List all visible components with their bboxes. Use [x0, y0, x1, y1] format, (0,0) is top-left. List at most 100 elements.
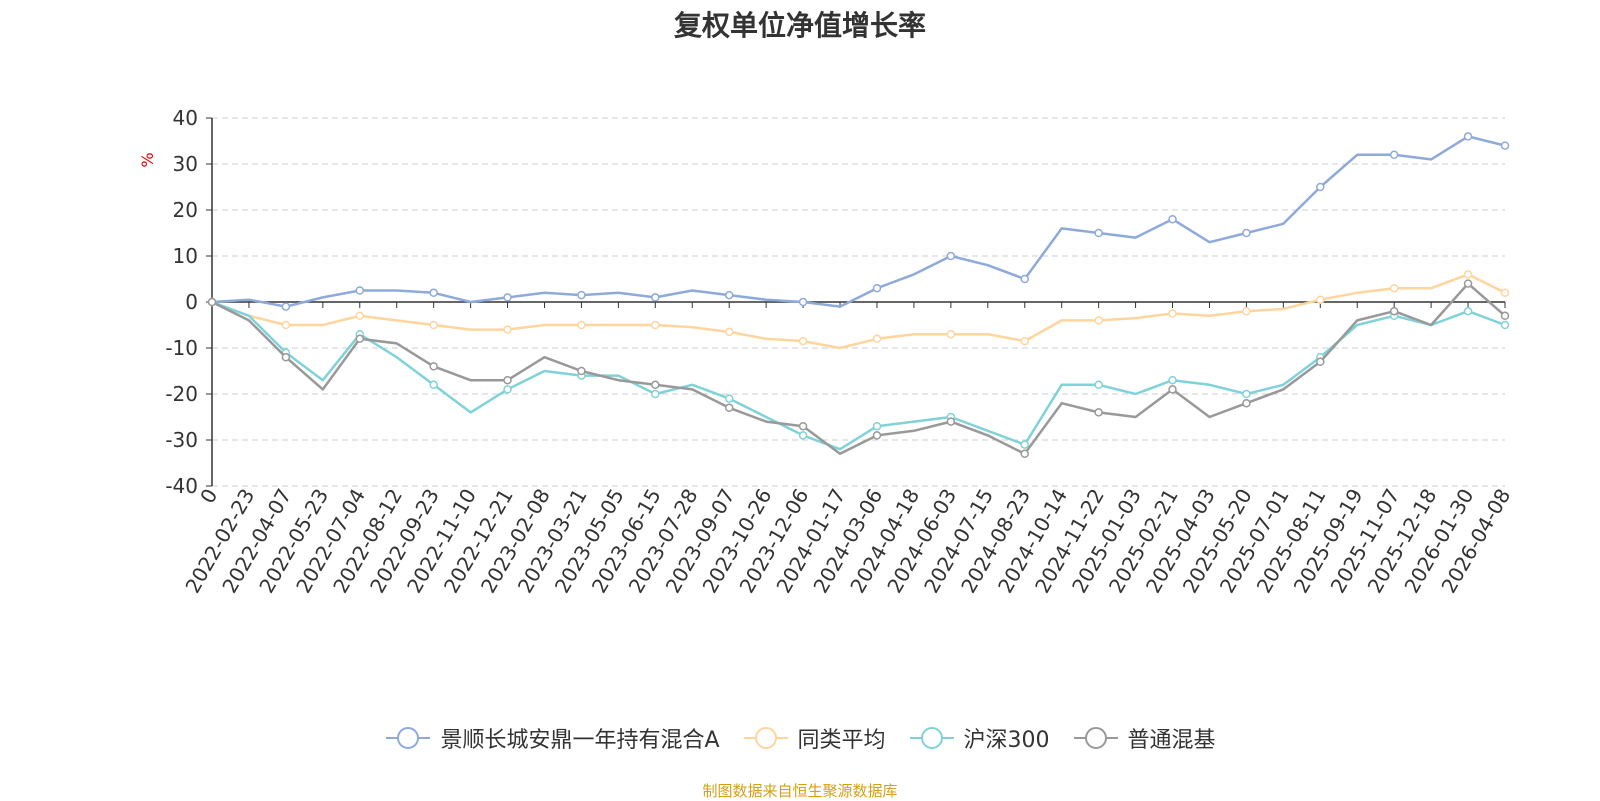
series-point	[355, 311, 365, 321]
series-point	[503, 293, 512, 302]
legend-swatch	[1073, 727, 1118, 749]
series-point	[1316, 357, 1325, 367]
y-axis-label: %	[138, 152, 157, 167]
legend-swatch	[743, 727, 788, 749]
grid-layer	[212, 117, 1505, 487]
series-point	[1389, 283, 1399, 293]
series-point	[651, 320, 660, 330]
series-point	[872, 334, 882, 344]
series-point	[503, 375, 512, 385]
series-point	[1168, 385, 1177, 394]
series-point	[798, 336, 808, 346]
series-point	[1020, 440, 1029, 449]
series-point	[281, 302, 291, 311]
series-point	[798, 421, 808, 431]
series-point	[798, 297, 808, 307]
series-point	[355, 286, 365, 295]
series-point	[724, 327, 734, 337]
series-point	[429, 320, 438, 330]
series-point	[1500, 141, 1510, 150]
legend-label: 同类平均	[797, 728, 886, 753]
legend-item-3[interactable]: 普通混基	[1072, 722, 1216, 754]
series-point	[1316, 295, 1325, 304]
series-point	[1463, 306, 1473, 316]
axis-layer: -40-30-20-1001020304002022-02-232022-04-…	[165, 106, 1515, 597]
series-point	[281, 352, 291, 362]
x-tick-label: 0	[195, 485, 222, 508]
legend-swatch	[386, 727, 431, 749]
legend-item-0[interactable]: 景顺长城安鼎一年持有混合A	[384, 722, 720, 754]
legend-label: 景顺长城安鼎一年持有混合A	[440, 728, 720, 753]
series-point	[1463, 279, 1473, 288]
series-point	[872, 283, 882, 293]
series-point	[429, 288, 438, 298]
legend-label: 普通混基	[1127, 728, 1216, 753]
series-point	[1389, 150, 1399, 160]
series-line-0	[211, 135, 1506, 308]
legend-label: 沪深300	[963, 728, 1050, 753]
series-point	[1168, 214, 1177, 224]
series-point	[577, 320, 586, 330]
series-line-2	[211, 300, 1506, 451]
series-point	[651, 389, 660, 399]
y-tick-label: -40	[165, 474, 198, 498]
series-point	[1020, 336, 1029, 346]
series-point	[503, 325, 512, 334]
series-point	[724, 394, 734, 403]
legend: 景顺长城安鼎一年持有混合A 同类平均 沪深300 普通混基	[0, 722, 1600, 754]
series-point	[1500, 311, 1510, 321]
series-point	[1094, 408, 1103, 417]
series-point	[651, 380, 660, 390]
series-point	[1242, 389, 1251, 399]
series-point	[429, 380, 438, 390]
legend-item-1[interactable]: 同类平均	[742, 722, 886, 754]
source-note: 制图数据来自恒生聚源数据库	[702, 782, 898, 800]
series-point	[503, 385, 512, 394]
chart-title: 复权单位净值增长率	[673, 9, 926, 42]
series-line-3	[211, 282, 1506, 456]
series-point	[577, 290, 586, 300]
y-tick-label: -20	[165, 382, 198, 406]
y-tick-label: 20	[173, 198, 198, 222]
legend-swatch	[909, 727, 954, 749]
series-point	[724, 403, 734, 413]
series-point	[1168, 375, 1177, 385]
series-point	[207, 297, 217, 307]
series-point	[798, 431, 808, 440]
series-point	[1242, 306, 1251, 316]
series-point	[1389, 306, 1399, 316]
series-point	[1168, 309, 1177, 318]
series-point	[1094, 316, 1103, 325]
y-tick-label: 0	[185, 290, 198, 314]
series-point	[1020, 449, 1029, 459]
series-point	[1242, 398, 1251, 408]
series-point	[946, 251, 956, 261]
series-point	[1500, 320, 1510, 330]
series-point	[724, 290, 734, 300]
series-line-1	[211, 273, 1506, 350]
series-point	[1094, 380, 1103, 390]
series-point	[1020, 274, 1029, 284]
series-layer	[207, 132, 1510, 459]
series-point	[577, 366, 586, 376]
y-tick-label: 40	[173, 106, 198, 130]
series-point	[1463, 270, 1473, 279]
series-point	[1463, 132, 1473, 141]
series-point	[1242, 228, 1251, 238]
series-point	[1094, 228, 1103, 238]
series-point	[872, 421, 882, 431]
y-tick-label: -10	[165, 336, 198, 360]
series-point	[1316, 182, 1325, 192]
series-point	[946, 417, 956, 426]
series-point	[651, 293, 660, 302]
series-point	[872, 431, 882, 440]
y-tick-label: -30	[165, 428, 198, 452]
legend-item-2[interactable]: 沪深300	[908, 722, 1050, 754]
y-tick-label: 10	[173, 244, 198, 268]
series-point	[429, 362, 438, 371]
series-point	[946, 329, 956, 339]
y-tick-label: 30	[173, 152, 198, 176]
series-point	[281, 320, 291, 330]
series-point	[355, 334, 365, 344]
